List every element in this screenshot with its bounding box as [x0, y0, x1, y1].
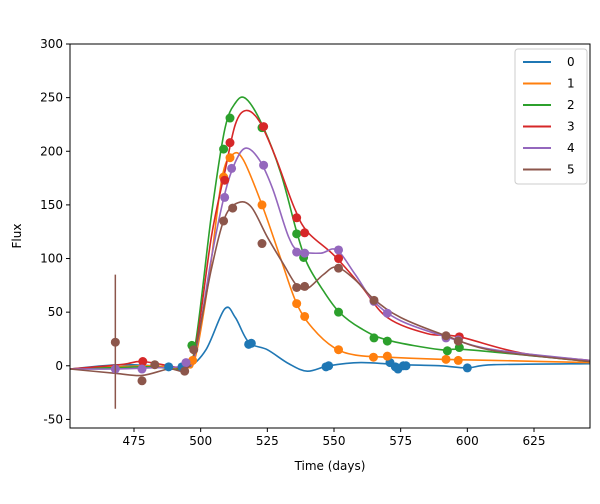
series-5-point — [150, 360, 160, 370]
legend-label: 1 — [567, 77, 575, 91]
series-5-point — [292, 282, 302, 292]
series-2-curve — [70, 96, 590, 371]
series-0-point — [246, 338, 256, 348]
legend-box — [514, 48, 588, 185]
series-2-point — [334, 307, 344, 317]
x-tick-label: 475 — [123, 434, 146, 448]
series-5-point — [219, 216, 229, 226]
series-1-point — [257, 200, 267, 210]
y-tick-label: -50 — [43, 412, 63, 426]
series-3-point — [300, 228, 310, 238]
x-axis-label: Time (days) — [294, 459, 366, 473]
series-0-point — [401, 361, 411, 371]
series-5-point — [300, 281, 310, 291]
legend-label: 0 — [567, 55, 575, 69]
series-3-point — [225, 138, 235, 148]
series-5-point — [110, 337, 120, 347]
series-2-point — [369, 333, 379, 343]
series-4-point — [259, 160, 269, 170]
x-tick-label: 500 — [189, 434, 212, 448]
x-tick-label: 625 — [523, 434, 546, 448]
series-4-point — [220, 192, 230, 202]
series-3-point — [138, 356, 148, 366]
y-tick-label: 300 — [40, 37, 63, 51]
x-tick-label: 550 — [323, 434, 346, 448]
y-tick-label: 250 — [40, 91, 63, 105]
series-5-point — [369, 295, 379, 305]
series-3-point — [334, 254, 344, 264]
axes: 475 500 525 550 575 600 625 -50 0 50 100 150 200 250 3… — [40, 37, 545, 448]
series-1-point — [292, 299, 302, 309]
x-tick-label: 525 — [256, 434, 279, 448]
series-5-point — [228, 203, 238, 213]
series-5-point — [180, 366, 190, 376]
series-5-point — [453, 336, 463, 346]
series-5-point — [334, 263, 344, 273]
y-tick-label: 100 — [40, 252, 63, 266]
series-4-point — [181, 358, 191, 368]
series-1-point — [300, 311, 310, 321]
series-0-point — [164, 362, 174, 372]
series-3-point — [259, 122, 269, 132]
series-2-point — [219, 144, 229, 154]
legend-label: 5 — [567, 163, 575, 177]
x-tick-label: 600 — [456, 434, 479, 448]
series-1-point — [382, 351, 392, 361]
y-tick-label: 0 — [55, 359, 63, 373]
plot-area — [70, 96, 590, 409]
series-2-point — [442, 346, 452, 356]
series-5-point — [137, 376, 147, 386]
series-1-point — [441, 354, 451, 364]
y-axis-label: Flux — [10, 224, 24, 249]
series-4-point — [334, 245, 344, 255]
plot-frame — [69, 43, 591, 429]
series-5-point — [441, 331, 451, 341]
series-4-curve — [70, 147, 590, 370]
x-tick-label: 575 — [389, 434, 412, 448]
series-5-point — [189, 345, 199, 355]
series-0-point — [462, 363, 472, 373]
series-4-point — [227, 163, 237, 173]
series-1-point — [453, 355, 463, 365]
series-5-point — [257, 239, 267, 249]
series-4-point — [382, 308, 392, 318]
legend-label: 2 — [567, 98, 575, 112]
legend-label: 3 — [567, 120, 575, 134]
series-4-point — [292, 247, 302, 257]
series-4-point — [137, 364, 147, 374]
series-2-point — [292, 229, 302, 239]
series-4-point — [300, 248, 310, 258]
series-1-point — [334, 345, 344, 355]
legend: 0 1 2 3 4 5 — [514, 48, 588, 185]
y-tick-label: 150 — [40, 198, 63, 212]
legend-label: 4 — [567, 141, 575, 155]
series-0-point — [324, 361, 334, 371]
y-tick-label: 200 — [40, 144, 63, 158]
series-3-curve — [70, 109, 590, 370]
series-5-curve — [70, 201, 590, 377]
series-1-point — [225, 153, 235, 163]
series-1-curve — [70, 151, 590, 370]
series-2-point — [225, 113, 235, 123]
series-2-point — [382, 336, 392, 346]
y-tick-label: 50 — [48, 305, 63, 319]
series-3-point — [292, 213, 302, 223]
series-1-point — [368, 352, 378, 362]
series-3-point — [220, 175, 230, 185]
